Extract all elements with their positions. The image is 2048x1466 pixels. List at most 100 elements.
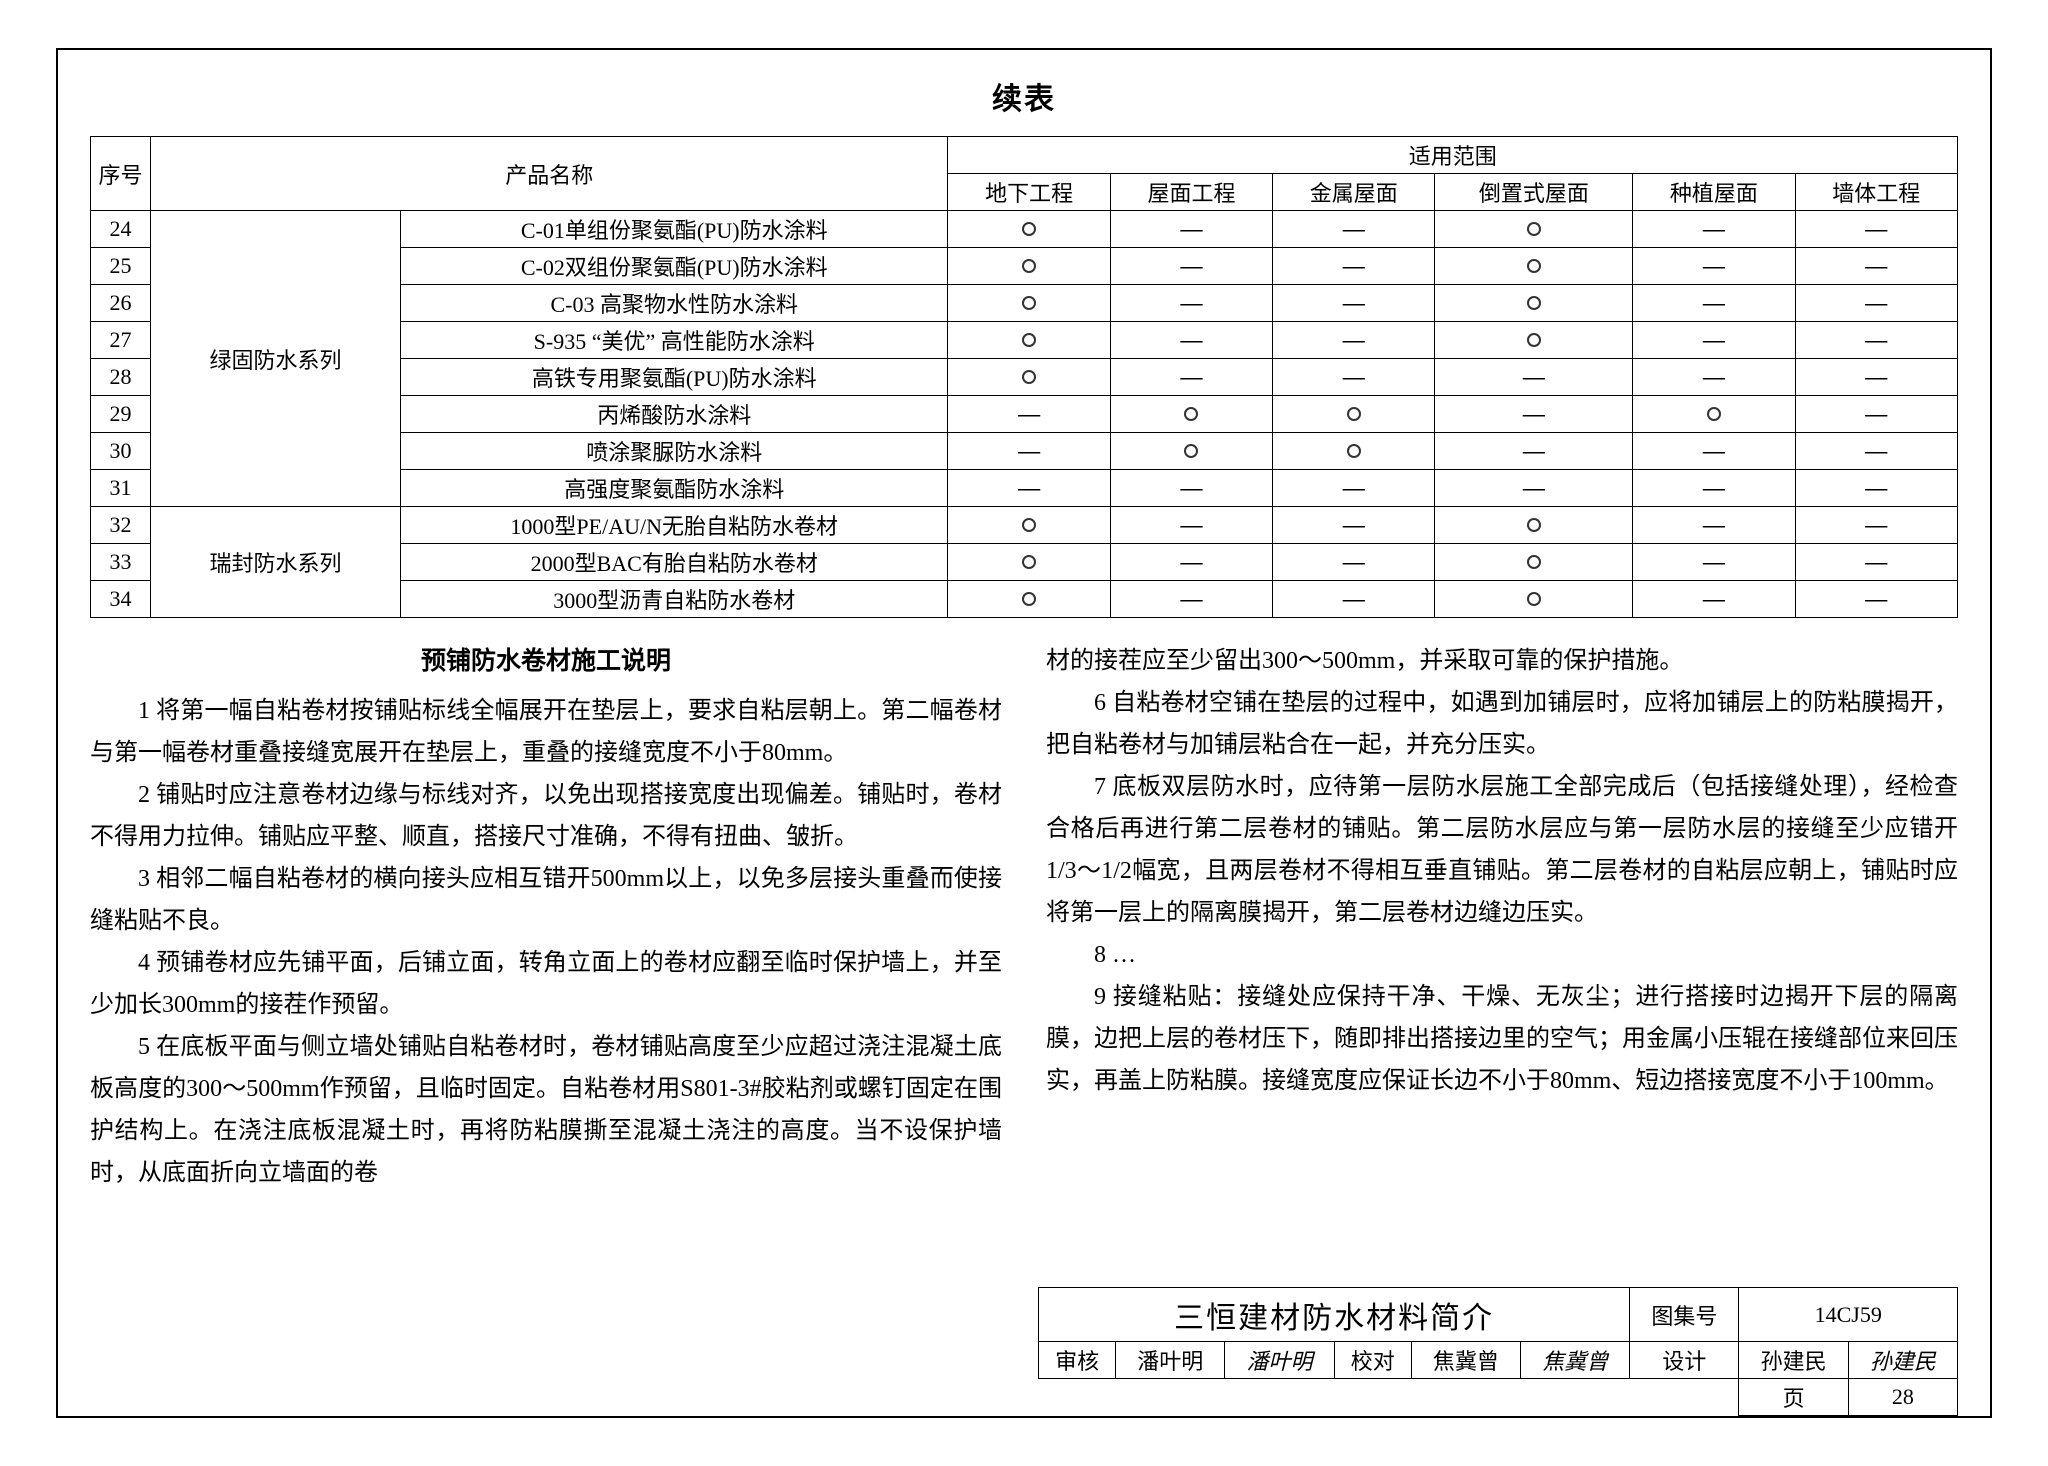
page-frame: 续表 序号 产品名称 适用范围 地下工程 屋面工程 金属屋面 倒置式屋面 种植屋… [56,48,1992,1418]
mark-cell: — [1273,322,1435,359]
mark-cell: — [1633,211,1795,248]
circle-mark-icon [1022,333,1036,347]
instruction-para: 2 铺贴时应注意卷材边缘与标线对齐，以免出现搭接宽度出现偏差。铺贴时，卷材不得用… [90,774,1002,858]
row-num: 26 [91,285,151,322]
product-name-cell: C-03 高聚物水性防水涂料 [401,285,948,322]
mark-cell [1435,211,1633,248]
dash-mark-icon: — [1523,475,1545,500]
dash-mark-icon: — [1180,290,1202,315]
circle-mark-icon [1022,222,1036,236]
dash-mark-icon: — [1703,327,1725,352]
th-col-1: 屋面工程 [1110,174,1272,211]
dash-mark-icon: — [1703,549,1725,574]
mark-cell: — [1795,396,1957,433]
mark-cell: — [1795,211,1957,248]
mark-cell [1273,433,1435,470]
instructions-columns: 预铺防水卷材施工说明 1 将第一幅自粘卷材按铺贴标线全幅展开在垫层上，要求自粘层… [90,640,1958,1194]
instruction-para: 9 接缝粘贴：接缝处应保持干净、干燥、无灰尘；进行搭接时边揭开下层的隔离膜，边把… [1046,976,1958,1102]
mark-cell: — [1273,544,1435,581]
review-label: 审核 [1039,1342,1116,1379]
dash-mark-icon: — [1180,364,1202,389]
mark-cell: — [1633,433,1795,470]
dash-mark-icon: — [1343,512,1365,537]
instructions-heading: 预铺防水卷材施工说明 [90,640,1002,684]
check-name: 焦冀曾 [1411,1342,1520,1379]
row-num: 32 [91,507,151,544]
mark-cell: — [948,433,1110,470]
mark-cell: — [1795,248,1957,285]
dash-mark-icon: — [1180,216,1202,241]
product-name-cell: 喷涂聚脲防水涂料 [401,433,948,470]
product-name-cell: 3000型沥青自粘防水卷材 [401,581,948,618]
mark-cell: — [948,396,1110,433]
th-col-5: 墙体工程 [1795,174,1957,211]
mark-cell: — [1110,470,1272,507]
dash-mark-icon: — [1703,586,1725,611]
row-num: 30 [91,433,151,470]
circle-mark-icon [1022,555,1036,569]
circle-mark-icon [1022,518,1036,532]
instructions-left-col: 预铺防水卷材施工说明 1 将第一幅自粘卷材按铺贴标线全幅展开在垫层上，要求自粘层… [90,640,1002,1194]
mark-cell: — [1795,581,1957,618]
dash-mark-icon: — [1703,290,1725,315]
mark-cell [1435,248,1633,285]
circle-mark-icon [1347,407,1361,421]
mark-cell [1110,433,1272,470]
mark-cell: — [1435,433,1633,470]
dash-mark-icon: — [1865,364,1887,389]
dash-mark-icon: — [1343,216,1365,241]
check-label: 校对 [1334,1342,1411,1379]
dash-mark-icon: — [1343,327,1365,352]
th-num: 序号 [91,137,151,211]
dash-mark-icon: — [1018,438,1040,463]
mark-cell [948,285,1110,322]
circle-mark-icon [1527,555,1541,569]
mark-cell: — [1633,470,1795,507]
product-name-cell: 高铁专用聚氨酯(PU)防水涂料 [401,359,948,396]
mark-cell [948,322,1110,359]
th-col-3: 倒置式屋面 [1435,174,1633,211]
product-table: 序号 产品名称 适用范围 地下工程 屋面工程 金属屋面 倒置式屋面 种植屋面 墙… [90,136,1958,618]
mark-cell: — [1795,322,1957,359]
continued-table-label: 续表 [90,74,1958,118]
mark-cell: — [1110,248,1272,285]
row-num: 27 [91,322,151,359]
design-name: 孙建民 [1739,1342,1848,1379]
mark-cell [1435,322,1633,359]
mark-cell: — [1795,470,1957,507]
instruction-para: 8 … [1046,934,1958,976]
circle-mark-icon [1527,296,1541,310]
dash-mark-icon: — [1018,401,1040,426]
mark-cell: — [1110,211,1272,248]
mark-cell: — [1435,396,1633,433]
mark-cell [948,359,1110,396]
instruction-para: 4 预铺卷材应先铺平面，后铺立面，转角立面上的卷材应翻至临时保护墙上，并至少加长… [90,942,1002,1026]
dash-mark-icon: — [1180,586,1202,611]
th-col-2: 金属屋面 [1273,174,1435,211]
mark-cell: — [1633,544,1795,581]
review-signature: 潘叶明 [1225,1342,1334,1379]
dash-mark-icon: — [1865,438,1887,463]
spacer [1039,1379,1739,1416]
dash-mark-icon: — [1343,475,1365,500]
circle-mark-icon [1022,370,1036,384]
mark-cell: — [1795,507,1957,544]
dash-mark-icon: — [1703,253,1725,278]
dash-mark-icon: — [1865,549,1887,574]
mark-cell [1435,544,1633,581]
row-num: 24 [91,211,151,248]
row-num: 25 [91,248,151,285]
series-ruifeng: 瑞封防水系列 [151,507,401,618]
mark-cell: — [1273,285,1435,322]
dash-mark-icon: — [1865,290,1887,315]
mark-cell: — [1795,285,1957,322]
mark-cell: — [1110,322,1272,359]
dash-mark-icon: — [1180,253,1202,278]
dash-mark-icon: — [1343,253,1365,278]
mark-cell: — [1633,248,1795,285]
circle-mark-icon [1527,222,1541,236]
mark-cell [1273,396,1435,433]
mark-cell [948,544,1110,581]
table-row: 24绿固防水系列C-01单组份聚氨酯(PU)防水涂料———— [91,211,1958,248]
mark-cell [1435,581,1633,618]
